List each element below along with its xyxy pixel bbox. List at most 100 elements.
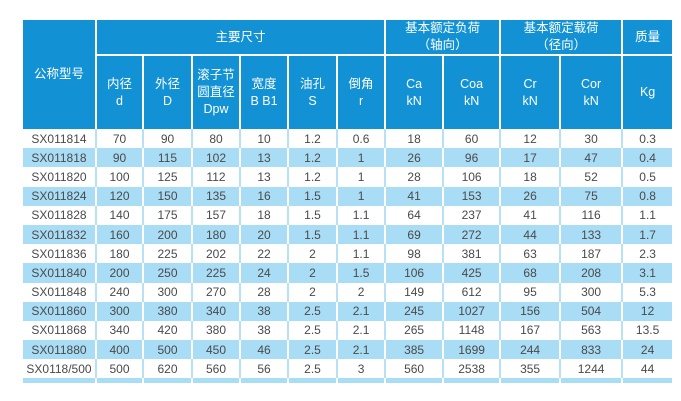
value-cell: 1.5	[288, 205, 338, 225]
partial-cell	[192, 378, 241, 384]
model-cell: SX011868	[23, 320, 97, 341]
value-cell: 17	[500, 148, 562, 168]
value-cell: 133	[560, 224, 624, 245]
col-header-chamfer-r: 倒角 r	[337, 55, 387, 129]
value-cell: 167	[500, 320, 562, 341]
value-cell: 18	[385, 129, 445, 149]
value-cell: 22	[240, 244, 289, 264]
value-cell: 44	[622, 359, 673, 379]
value-cell: 237	[443, 205, 502, 225]
partial-cell	[385, 378, 445, 384]
value-cell: 1.5	[288, 224, 338, 245]
col-header-model: 公称型号	[23, 20, 97, 129]
value-cell: 1.7	[622, 224, 673, 245]
table-row: SX0118/500 500 620 560 56 2.5 3 560 2538 355 1244 4…	[23, 359, 673, 379]
partial-cell	[288, 378, 338, 384]
value-cell: 2.5	[288, 320, 338, 341]
value-cell: 300	[96, 301, 144, 321]
col-header-kg: Kg	[622, 55, 673, 129]
value-cell: 41	[385, 186, 445, 206]
value-cell: 385	[385, 340, 445, 360]
model-cell: SX011848	[23, 282, 97, 302]
col-header-Cr: Cr kN	[500, 55, 562, 129]
value-cell: 0.8	[622, 186, 673, 206]
value-cell: 612	[443, 282, 502, 302]
value-cell: 68	[500, 263, 562, 283]
model-cell: SX011828	[23, 205, 97, 225]
col-header-Cor: Cor kN	[560, 55, 624, 129]
value-cell: 46	[240, 340, 289, 360]
value-cell: 563	[560, 320, 624, 341]
model-cell: SX011832	[23, 224, 97, 245]
value-cell: 250	[143, 263, 193, 283]
table-row: SX011820 100 125 112 13 1.2 1 28 106 18 52 0.5	[23, 167, 673, 187]
value-cell: 135	[192, 186, 241, 206]
value-cell: 1.1	[622, 205, 673, 225]
value-cell: 1	[337, 186, 387, 206]
value-cell: 26	[385, 148, 445, 168]
value-cell: 153	[443, 186, 502, 206]
model-cell: SX0118/500	[23, 359, 97, 379]
model-cell: SX011820	[23, 167, 97, 187]
table-row: SX011868 340 420 380 38 2.5 2.1 265 1148 167 563 13…	[23, 320, 673, 341]
value-cell: 10	[240, 129, 289, 149]
value-cell: 2	[288, 282, 338, 302]
value-cell: 12	[622, 301, 673, 321]
value-cell: 1.5	[337, 263, 387, 283]
partial-cell	[622, 378, 673, 384]
value-cell: 450	[192, 340, 241, 360]
table-row: SX011848 240 300 270 28 2 2 149 612 95 300 5.3	[23, 282, 673, 302]
value-cell: 24	[240, 263, 289, 283]
value-cell: 106	[385, 263, 445, 283]
header-group-row: 公称型号 主要尺寸 基本额定负荷 （轴向） 基本额定载荷 （径向） 质量	[23, 20, 673, 129]
value-cell: 270	[192, 282, 241, 302]
value-cell: 2.5	[288, 340, 338, 360]
value-cell: 1244	[560, 359, 624, 379]
value-cell: 140	[96, 205, 144, 225]
value-cell: 500	[143, 340, 193, 360]
header-sub-row: 内径 d 外径 D 滚子节 圆直径 Dpw 宽度 B B1 油孔 S 倒角 r …	[23, 55, 673, 129]
value-cell: 400	[96, 340, 144, 360]
col-header-Ca: Ca kN	[385, 55, 445, 129]
value-cell: 1.2	[288, 167, 338, 187]
value-cell: 504	[560, 301, 624, 321]
partial-cell	[500, 378, 562, 384]
partial-cell	[443, 378, 502, 384]
partial-row	[23, 378, 673, 384]
value-cell: 2	[288, 263, 338, 283]
table-row: SX011832 160 200 180 20 1.5 1.1 69 272 44 133 1.7	[23, 224, 673, 245]
value-cell: 28	[385, 167, 445, 187]
value-cell: 100	[96, 167, 144, 187]
value-cell: 245	[385, 301, 445, 321]
value-cell: 90	[143, 129, 193, 149]
value-cell: 56	[240, 359, 289, 379]
table-body: SX011814 70 90 80 10 1.2 0.6 18 60 12 30 0.3 SX01181…	[23, 129, 673, 384]
table-row: SX011836 180 225 202 22 2 1.1 98 381 63 187 2.3	[23, 244, 673, 264]
value-cell: 96	[443, 148, 502, 168]
value-cell: 13.5	[622, 320, 673, 341]
value-cell: 420	[143, 320, 193, 341]
value-cell: 1	[337, 167, 387, 187]
value-cell: 18	[500, 167, 562, 187]
value-cell: 95	[500, 282, 562, 302]
value-cell: 47	[560, 148, 624, 168]
value-cell: 0.6	[337, 129, 387, 149]
value-cell: 1.2	[288, 129, 338, 149]
value-cell: 1	[337, 148, 387, 168]
value-cell: 112	[192, 167, 241, 187]
value-cell: 3.1	[622, 263, 673, 283]
value-cell: 69	[385, 224, 445, 245]
table-row: SX011818 90 115 102 13 1.2 1 26 96 17 47 0.4	[23, 148, 673, 168]
value-cell: 3	[337, 359, 387, 379]
value-cell: 63	[500, 244, 562, 264]
value-cell: 70	[96, 129, 144, 149]
value-cell: 200	[96, 263, 144, 283]
value-cell: 2.5	[288, 359, 338, 379]
table-header: 公称型号 主要尺寸 基本额定负荷 （轴向） 基本额定载荷 （径向） 质量 内径 …	[23, 20, 673, 129]
value-cell: 560	[192, 359, 241, 379]
value-cell: 500	[96, 359, 144, 379]
partial-cell	[337, 378, 387, 384]
value-cell: 200	[143, 224, 193, 245]
value-cell: 0.5	[622, 167, 673, 187]
table-row: SX011814 70 90 80 10 1.2 0.6 18 60 12 30 0.3	[23, 129, 673, 149]
